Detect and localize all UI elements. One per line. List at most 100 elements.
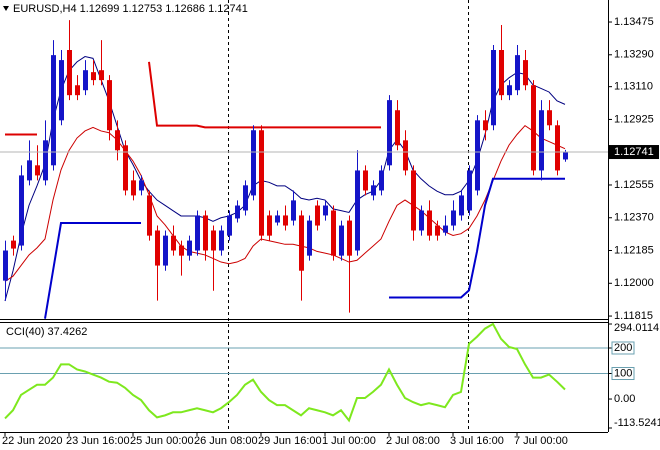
level-line: [5, 61, 381, 136]
candle-body: [339, 225, 344, 256]
candle-body: [75, 85, 80, 96]
y-tick-label: 1.11815: [614, 310, 653, 322]
level-label-box: [611, 367, 635, 381]
candle-body: [195, 215, 200, 251]
y-tick-label: 1.12185: [614, 244, 654, 256]
y-tick-label: 100: [614, 367, 632, 379]
candle-body: [267, 215, 272, 236]
y-tick-label: -113.5241: [614, 417, 660, 429]
y-tick-label: 1.12555: [614, 179, 654, 191]
candle-body: [3, 250, 8, 281]
candle-body: [531, 85, 536, 171]
candle-body: [523, 60, 528, 86]
candle-body: [491, 50, 496, 126]
y-tick-label: 0.00: [614, 393, 635, 405]
candle-body: [131, 180, 136, 196]
indicator-label: CCI(40) 37.4262: [6, 326, 87, 338]
y-tick-label: 1.13290: [614, 49, 654, 61]
candle-body: [379, 170, 384, 191]
candle-body: [163, 235, 168, 266]
x-tick-label: 2 Jul 08:00: [386, 435, 440, 447]
moving-average: [4, 124, 566, 282]
candle-body: [11, 240, 16, 249]
candle-body: [123, 145, 128, 191]
candle-body: [355, 170, 360, 251]
candle-body: [315, 205, 320, 226]
chart-title: EURUSD,H4 1.12699 1.12753 1.12686 1.1274…: [13, 3, 248, 15]
candle-body: [475, 120, 480, 191]
candle-body: [323, 205, 328, 216]
x-tick-label: 22 Jun 2020: [2, 435, 63, 447]
candle-body: [419, 210, 424, 231]
y-tick-label: 1.13110: [614, 81, 653, 93]
candle-body: [51, 55, 56, 166]
candle-body: [99, 70, 104, 81]
candle-body: [347, 220, 352, 256]
candle-body: [203, 215, 208, 251]
candle-body: [243, 185, 248, 211]
candle-body: [395, 110, 400, 146]
x-tick-label: 3 Jul 16:00: [450, 435, 504, 447]
candle-body: [259, 130, 264, 236]
candle-body: [387, 100, 392, 166]
y-tick-label: 1.12000: [614, 277, 654, 289]
y-tick-label: 1.13475: [614, 16, 654, 28]
candle-body: [171, 235, 176, 251]
candle-body: [483, 120, 488, 131]
candle-body: [515, 55, 520, 91]
candle-body: [227, 215, 232, 236]
candle-body: [187, 240, 192, 256]
candle-body: [363, 170, 368, 191]
menu-triangle: [3, 6, 9, 11]
candle-body: [539, 110, 544, 171]
candle-body: [27, 160, 32, 181]
candle-body: [411, 170, 416, 231]
x-tick-label: 25 Jun 00:00: [130, 435, 194, 447]
candle-body: [139, 180, 144, 191]
y-tick-label: 1.12925: [614, 113, 654, 125]
y-tick-label: 200: [614, 342, 632, 354]
candle-body: [291, 200, 296, 221]
candle-body: [451, 210, 456, 226]
candle-body: [235, 205, 240, 219]
y-tick-label: 1.12370: [614, 212, 654, 224]
candle-body: [299, 215, 304, 271]
candle-body: [115, 130, 120, 151]
candle-body: [91, 72, 96, 81]
candle-body: [147, 195, 152, 236]
x-tick-label: 26 Jun 08:00: [194, 435, 258, 447]
candle-body: [467, 170, 472, 211]
candle-body: [547, 110, 552, 126]
candle-body: [307, 220, 312, 256]
current-price-box: [609, 145, 659, 160]
candle-body: [275, 215, 280, 223]
candle-body: [555, 125, 560, 171]
candle-body: [19, 175, 24, 246]
candle-body: [67, 50, 72, 96]
candle-body: [403, 140, 408, 171]
candle-body: [443, 225, 448, 233]
x-tick-label: 1 Jul 00:00: [322, 435, 376, 447]
candle-body: [251, 130, 256, 196]
x-tick-label: 7 Jul 00:00: [514, 435, 568, 447]
candle-body: [155, 230, 160, 266]
x-tick-label: 29 Jun 16:00: [258, 435, 322, 447]
candle-body: [283, 215, 288, 226]
candle-body: [427, 210, 432, 236]
cci-line: [4, 322, 566, 423]
candle-body: [83, 70, 88, 91]
candle-body: [499, 50, 504, 96]
current-price-label: 1.12741: [614, 146, 654, 158]
candle-body: [43, 140, 48, 181]
candle-body: [35, 165, 40, 176]
candle-body: [563, 152, 568, 160]
candle-body: [107, 80, 112, 131]
candle-body: [459, 195, 464, 216]
candle-body: [435, 225, 440, 236]
price-panel: [0, 20, 608, 319]
candle-body: [371, 185, 376, 196]
candle-body: [507, 85, 512, 96]
candle-body: [179, 245, 184, 256]
